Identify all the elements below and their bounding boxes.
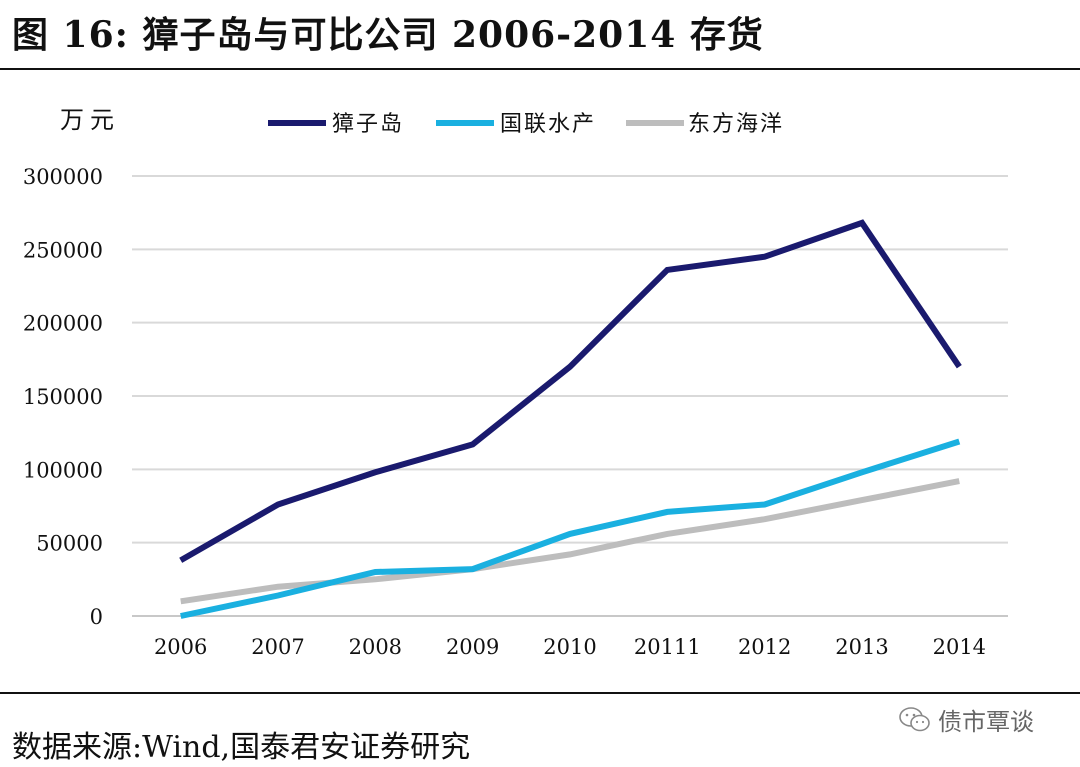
legend-label: 国联水产 (500, 112, 596, 137)
watermark: 债市覃谈 (898, 702, 1034, 737)
top-divider (0, 68, 1080, 70)
chart-title: 图 16: 獐子岛与可比公司 2006-2014 存货 (12, 14, 764, 56)
x-axis-ticks: 2006 2007 2008 2009 2010 20111 2012 2013 2014 (154, 635, 986, 659)
x-tick-label: 2014 (933, 635, 986, 659)
x-tick-label: 2006 (154, 635, 207, 659)
x-tick-label: 2009 (446, 635, 499, 659)
legend-label: 獐子岛 (332, 112, 404, 137)
y-tick-label: 150000 (23, 385, 103, 409)
y-tick-label: 100000 (23, 458, 103, 482)
y-tick-label: 250000 (23, 238, 103, 262)
y-tick-label: 0 (90, 605, 103, 629)
y-tick-label: 300000 (23, 165, 103, 189)
series-line (180, 438, 961, 619)
series-line (180, 478, 960, 605)
series-line (179, 219, 962, 563)
source-note: 数据来源:Wind,国泰君安证券研究 (12, 730, 471, 765)
y-tick-label: 50000 (36, 532, 103, 556)
x-tick-label: 2010 (543, 635, 596, 659)
x-tick-label: 20111 (634, 635, 701, 659)
legend-label: 东方海洋 (688, 112, 784, 137)
y-tick-label: 200000 (23, 312, 103, 336)
y-axis-ticks: 0 50000 100000 150000 200000 250000 300000 (23, 165, 103, 629)
legend: 獐子岛 国联水产 东方海洋 (268, 112, 784, 137)
watermark-text: 债市覃谈 (938, 708, 1034, 736)
y-axis-unit-label: 万元 (60, 106, 120, 134)
x-tick-label: 2012 (738, 635, 791, 659)
bottom-divider (0, 692, 1080, 694)
gridlines (132, 175, 1008, 617)
x-tick-label: 2008 (349, 635, 402, 659)
wechat-icon (899, 706, 930, 731)
series-lines (179, 219, 962, 619)
x-tick-label: 2007 (251, 635, 304, 659)
x-tick-label: 2013 (835, 635, 888, 659)
